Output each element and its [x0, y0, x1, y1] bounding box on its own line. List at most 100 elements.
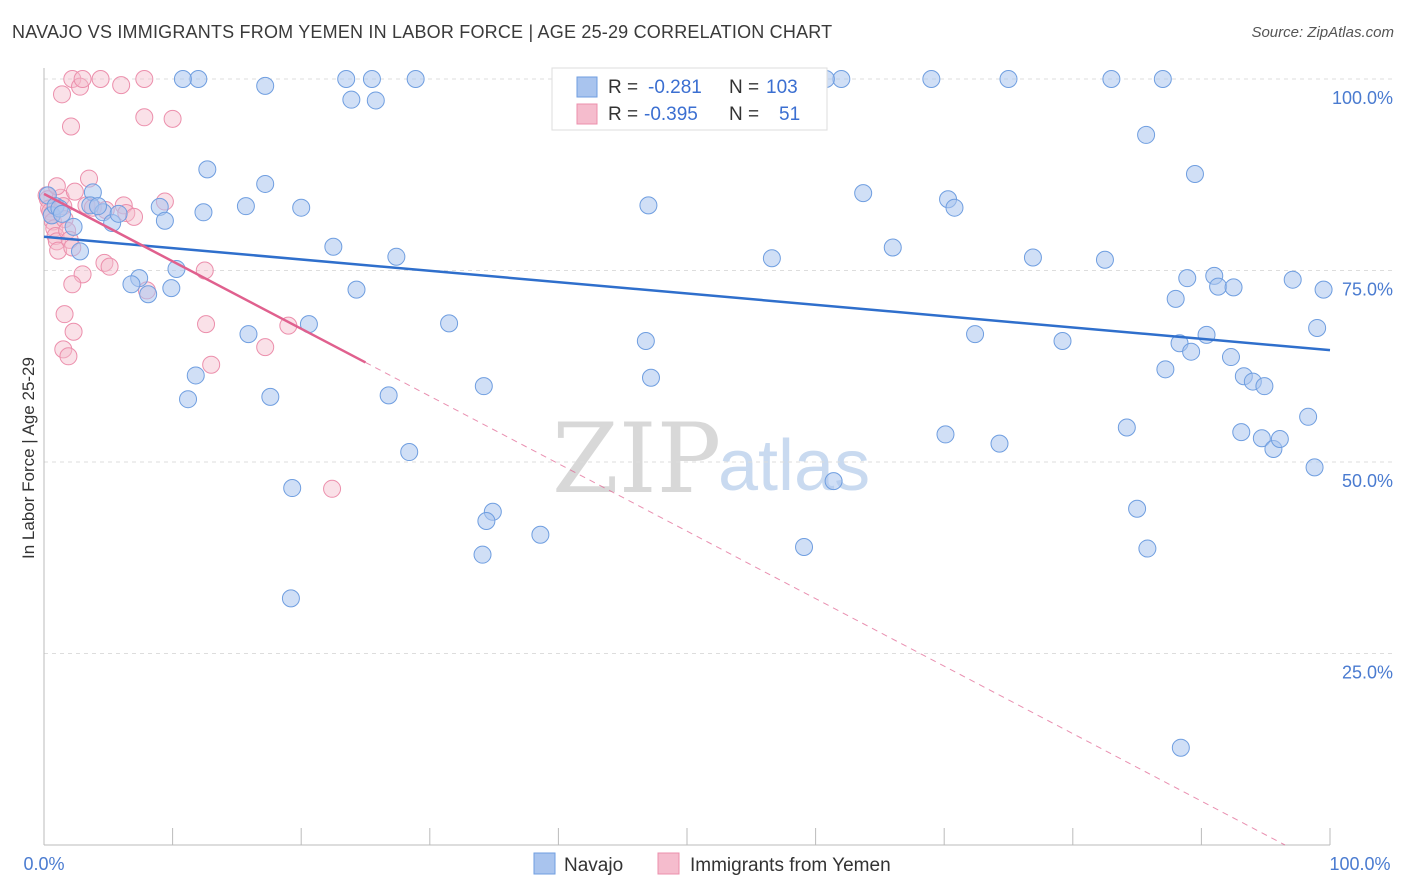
chart-title: NAVAJO VS IMMIGRANTS FROM YEMEN IN LABOR… [12, 22, 833, 42]
navajo-point [1182, 342, 1201, 361]
yemen-point [202, 355, 221, 374]
y-tick-label: 100.0% [1332, 88, 1393, 108]
navajo-point [186, 366, 205, 385]
navajo-point [945, 198, 964, 217]
y-tick-label: 50.0% [1342, 471, 1393, 491]
yemen-point [100, 257, 119, 276]
trend-lines [43, 192, 1331, 846]
watermark: ZIP atlas [552, 403, 870, 515]
navajo-point [1314, 280, 1333, 299]
navajo-point [162, 279, 181, 298]
navajo-point [261, 387, 280, 406]
navajo-point [824, 472, 843, 491]
navajo-point [999, 70, 1018, 88]
navajo-point [990, 434, 1009, 453]
legend-swatch-navajo [576, 76, 598, 98]
navajo-point [109, 204, 128, 223]
y-tick-label: 25.0% [1342, 663, 1393, 683]
navajo-point [256, 174, 275, 193]
navajo-point [194, 203, 213, 222]
navajo-point [337, 70, 356, 88]
yemen-point [135, 70, 154, 88]
navajo-point [1232, 423, 1251, 442]
navajo-point [283, 479, 302, 498]
navajo-point [854, 184, 873, 203]
navajo-point [474, 377, 493, 396]
stats-legend: R = -0.281 N = 103 R = -0.395 N = 51 [551, 67, 828, 131]
navajo-point [440, 314, 459, 333]
legend-n-label-navajo: N = [729, 77, 759, 98]
navajo-point [89, 197, 108, 216]
axis-layer [43, 68, 1331, 846]
navajo-point [1270, 430, 1289, 449]
navajo-point [1166, 289, 1185, 308]
yemen-point [63, 70, 82, 88]
yemen-points [37, 70, 342, 498]
yemen-point [63, 275, 82, 294]
yemen-point [323, 479, 342, 498]
navajo-point [636, 331, 655, 350]
yemen-point [64, 322, 83, 341]
navajo-point [1308, 318, 1327, 337]
navajo-point [1053, 331, 1072, 350]
navajo-point [189, 70, 208, 88]
yemen-point [62, 117, 81, 136]
navajo-point [1095, 250, 1114, 269]
navajo-point [531, 525, 550, 544]
navajo-point [239, 325, 258, 344]
watermark-zip: ZIP [552, 403, 721, 515]
legend-r-label-navajo: R = [608, 77, 638, 98]
y-tick-labels: 100.0% 75.0% 50.0% 25.0% [1332, 88, 1393, 683]
navajo-point [641, 368, 660, 387]
legend-r-value-navajo: -0.281 [648, 77, 702, 98]
navajo-point [379, 386, 398, 405]
navajo-point [400, 443, 419, 462]
navajo-point [1171, 738, 1190, 757]
x-tick-label-max: 100.0% [1329, 854, 1390, 874]
navajo-point [1221, 348, 1240, 367]
navajo-point [639, 196, 658, 215]
navajo-point [1252, 429, 1271, 448]
navajo-point [347, 280, 366, 299]
legend-n-value-navajo: 103 [766, 77, 798, 98]
navajo-point [324, 237, 343, 256]
x-tick-label-min: 0.0% [23, 854, 64, 874]
navajo-point [473, 545, 492, 564]
navajo-point [139, 285, 158, 304]
navajo-point [1156, 360, 1175, 379]
source-credit: Source: ZipAtlas.com [1251, 24, 1394, 41]
navajo-point [1023, 248, 1042, 267]
navajo-point [922, 70, 941, 88]
navajo-point [477, 511, 496, 530]
navajo-point [883, 238, 902, 257]
watermark-atlas: atlas [718, 426, 870, 506]
navajo-point [122, 275, 141, 294]
navajo-trend-line [43, 235, 1331, 352]
navajo-point [236, 197, 255, 216]
navajo-point [198, 160, 217, 179]
navajo-point [64, 217, 83, 236]
yemen-point [256, 338, 275, 357]
yemen-point [49, 241, 68, 260]
navajo-point [1299, 407, 1318, 426]
navajo-point [179, 390, 198, 409]
legend-r-value-yemen: -0.395 [644, 104, 698, 125]
y-tick-label: 75.0% [1342, 280, 1393, 300]
navajo-point [1255, 377, 1274, 396]
navajo-point [342, 90, 361, 109]
navajo-point [1283, 270, 1302, 289]
navajo-point [292, 198, 311, 217]
navajo-point [362, 70, 381, 88]
navajo-point [1102, 70, 1121, 88]
yemen-point [55, 305, 74, 324]
navajo-point [1138, 539, 1157, 558]
navajo-point [387, 247, 406, 266]
yemen-point [125, 207, 144, 226]
yemen-point [65, 182, 84, 201]
bottom-legend-label-navajo: Navajo [564, 855, 623, 876]
yemen-point [73, 70, 92, 88]
navajo-point [366, 91, 385, 110]
bottom-legend: Navajo Immigrants from Yemen [533, 852, 891, 876]
stats-legend-box [551, 67, 828, 131]
